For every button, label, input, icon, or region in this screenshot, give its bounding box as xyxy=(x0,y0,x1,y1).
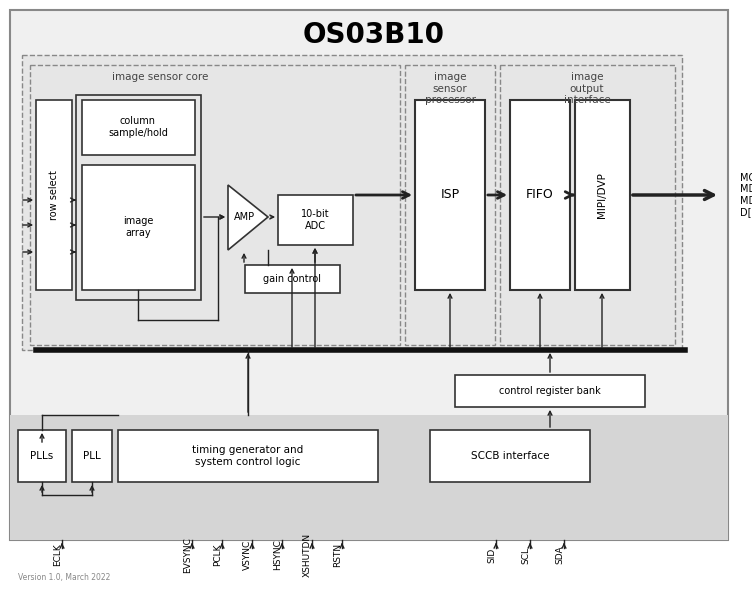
Text: ECLK: ECLK xyxy=(53,544,62,566)
Bar xyxy=(10,415,728,540)
Text: PCLK: PCLK xyxy=(213,544,222,566)
Text: SDA: SDA xyxy=(555,545,564,564)
Bar xyxy=(430,430,590,482)
Text: VSYNC: VSYNC xyxy=(243,540,252,570)
Text: Version 1.0, March 2022: Version 1.0, March 2022 xyxy=(18,573,111,582)
Text: AMP: AMP xyxy=(233,212,255,222)
Text: SCL: SCL xyxy=(521,547,530,563)
Text: PLL: PLL xyxy=(83,451,101,461)
Text: image sensor core: image sensor core xyxy=(112,72,208,82)
Text: XSHUTDN: XSHUTDN xyxy=(303,533,312,577)
Text: gain control: gain control xyxy=(263,274,321,284)
Text: SID: SID xyxy=(487,547,496,563)
Text: column
sample/hold: column sample/hold xyxy=(108,116,168,138)
Text: 10-bit
ADC: 10-bit ADC xyxy=(301,209,329,231)
Text: OS03B10: OS03B10 xyxy=(303,21,445,49)
Bar xyxy=(82,165,195,290)
Text: PLLs: PLLs xyxy=(30,451,53,461)
Bar xyxy=(82,100,195,155)
Text: timing generator and
system control logic: timing generator and system control logi… xyxy=(193,445,304,467)
Text: MIPI/DVP: MIPI/DVP xyxy=(597,172,607,218)
Bar xyxy=(118,430,378,482)
Bar xyxy=(18,430,66,482)
Text: image
sensor
processor: image sensor processor xyxy=(424,72,475,105)
Bar xyxy=(30,65,400,345)
Bar xyxy=(500,65,675,345)
Text: HSYNC: HSYNC xyxy=(273,540,282,570)
Text: SCCB interface: SCCB interface xyxy=(471,451,549,461)
Bar xyxy=(72,430,112,482)
Text: MCP/MCN
MDP0/MDN0
MDP1/MDN1
D[11:0]: MCP/MCN MDP0/MDN0 MDP1/MDN1 D[11:0] xyxy=(740,173,752,217)
Bar xyxy=(36,100,72,290)
Bar xyxy=(76,95,201,300)
Bar xyxy=(455,375,645,407)
Text: image
array: image array xyxy=(123,216,153,238)
Text: image
output
interface: image output interface xyxy=(564,72,611,105)
Bar xyxy=(575,100,630,290)
Bar xyxy=(245,265,340,293)
Bar xyxy=(22,55,682,350)
Polygon shape xyxy=(228,185,268,250)
Bar xyxy=(510,100,570,290)
Text: row select: row select xyxy=(49,170,59,220)
Bar xyxy=(415,100,485,290)
Text: FIFO: FIFO xyxy=(526,189,554,202)
Text: RSTN: RSTN xyxy=(333,543,342,567)
Bar xyxy=(278,195,353,245)
Bar xyxy=(10,10,728,540)
Text: EVSYNC: EVSYNC xyxy=(183,537,192,573)
Text: control register bank: control register bank xyxy=(499,386,601,396)
Bar xyxy=(405,65,495,345)
Text: ISP: ISP xyxy=(441,189,459,202)
